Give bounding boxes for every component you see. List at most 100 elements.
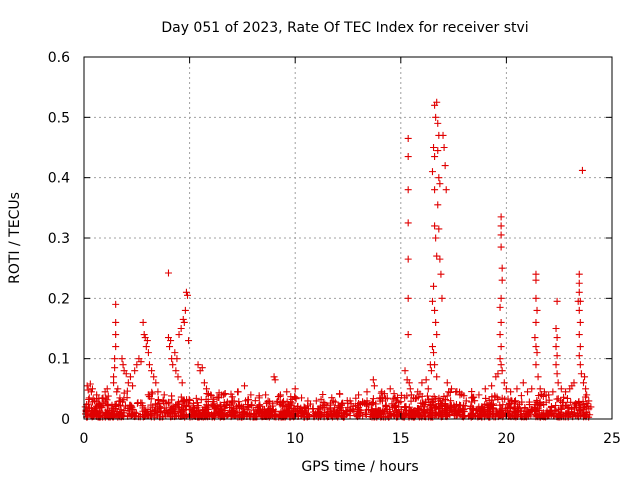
baseline-marker	[432, 411, 440, 419]
baseline-marker	[242, 397, 250, 405]
data-point	[177, 325, 185, 332]
y-tick-label: 0.6	[48, 50, 70, 66]
baseline-marker	[468, 411, 476, 419]
data-point	[583, 391, 591, 399]
baseline-marker	[328, 394, 336, 402]
data-point	[576, 297, 584, 305]
data-point	[497, 294, 505, 302]
baseline-marker	[255, 406, 263, 414]
baseline-marker	[389, 395, 397, 403]
data-point	[112, 300, 120, 308]
data-point	[87, 388, 95, 396]
baseline-marker	[298, 408, 306, 416]
data-point	[432, 318, 440, 326]
baseline-marker	[456, 410, 464, 418]
data-point	[575, 270, 583, 278]
data-point	[532, 361, 540, 369]
data-point	[582, 385, 590, 393]
baseline-marker	[216, 410, 224, 418]
data-point	[462, 397, 470, 405]
data-point	[532, 276, 540, 284]
baseline-marker	[108, 404, 116, 412]
baseline-marker	[110, 410, 118, 418]
baseline-marker	[556, 412, 564, 420]
data-point	[329, 397, 337, 405]
data-point	[576, 318, 584, 326]
baseline-marker	[121, 402, 129, 410]
baseline-marker	[456, 401, 464, 409]
baseline-marker	[446, 401, 454, 409]
baseline-marker	[446, 410, 454, 418]
baseline-marker	[262, 408, 270, 416]
data-point	[553, 370, 561, 378]
axis-ticks: 0 5 10 15 20 25 0 0.1 0.2 0.3 0.4 0.5 0.6	[48, 50, 621, 447]
data-point	[433, 252, 441, 260]
data-point	[431, 153, 439, 161]
baseline-marker	[425, 396, 433, 404]
data-point	[404, 134, 412, 142]
y-tick-label: 0.3	[48, 231, 70, 247]
baseline-marker	[192, 394, 200, 402]
baseline-marker	[202, 409, 210, 417]
baseline-marker	[208, 401, 216, 409]
data-point	[404, 186, 412, 194]
baseline-marker	[218, 407, 226, 415]
baseline-marker	[498, 394, 506, 402]
baseline-marker	[499, 401, 507, 409]
baseline-marker	[251, 397, 259, 405]
baseline-marker	[453, 410, 461, 418]
baseline-marker	[301, 404, 309, 412]
data-point	[182, 288, 190, 296]
baseline-marker	[101, 398, 109, 406]
baseline-marker	[445, 407, 453, 415]
data-point	[442, 186, 450, 194]
data-point	[534, 373, 542, 381]
data-point	[533, 306, 541, 314]
data-point	[144, 349, 152, 357]
data-point	[154, 388, 162, 396]
baseline-marker	[415, 411, 423, 419]
baseline-marker	[284, 407, 292, 415]
data-point	[270, 373, 278, 381]
data-point	[139, 318, 147, 326]
baseline-marker	[359, 399, 367, 407]
x-axis-label: GPS time / hours	[301, 459, 418, 475]
data-point	[432, 234, 440, 242]
data-point	[185, 337, 193, 345]
baseline-marker	[498, 407, 506, 415]
data-point	[84, 386, 92, 394]
baseline-marker	[558, 399, 566, 407]
data-point	[475, 391, 483, 399]
baseline-marker	[544, 411, 552, 419]
data-point	[409, 394, 417, 402]
data-point	[304, 397, 312, 405]
baseline-marker	[329, 407, 337, 415]
data-point	[434, 119, 442, 127]
data-point	[432, 113, 440, 121]
baseline-marker	[517, 392, 525, 400]
baseline-marker	[575, 398, 583, 406]
baseline-marker	[172, 402, 180, 410]
data-point	[346, 397, 354, 405]
data-point	[431, 186, 439, 194]
data-point	[363, 388, 371, 396]
data-point	[262, 391, 270, 399]
data-point	[438, 294, 446, 302]
baseline-marker	[238, 403, 246, 411]
data-point	[174, 373, 182, 381]
data-point	[169, 361, 177, 369]
baseline-marker	[180, 396, 188, 404]
data-point	[247, 391, 255, 399]
baseline-marker	[493, 393, 501, 401]
data-point	[133, 361, 141, 369]
baseline-marker	[278, 402, 286, 410]
baseline-marker	[542, 398, 550, 406]
chart-title: Day 051 of 2023, Rate Of TEC Index for r…	[161, 20, 528, 36]
data-point	[405, 379, 413, 387]
baseline-marker	[353, 411, 361, 419]
baseline-marker	[571, 409, 579, 417]
baseline-marker	[451, 403, 459, 411]
data-point	[579, 379, 587, 387]
data-point	[369, 376, 377, 384]
